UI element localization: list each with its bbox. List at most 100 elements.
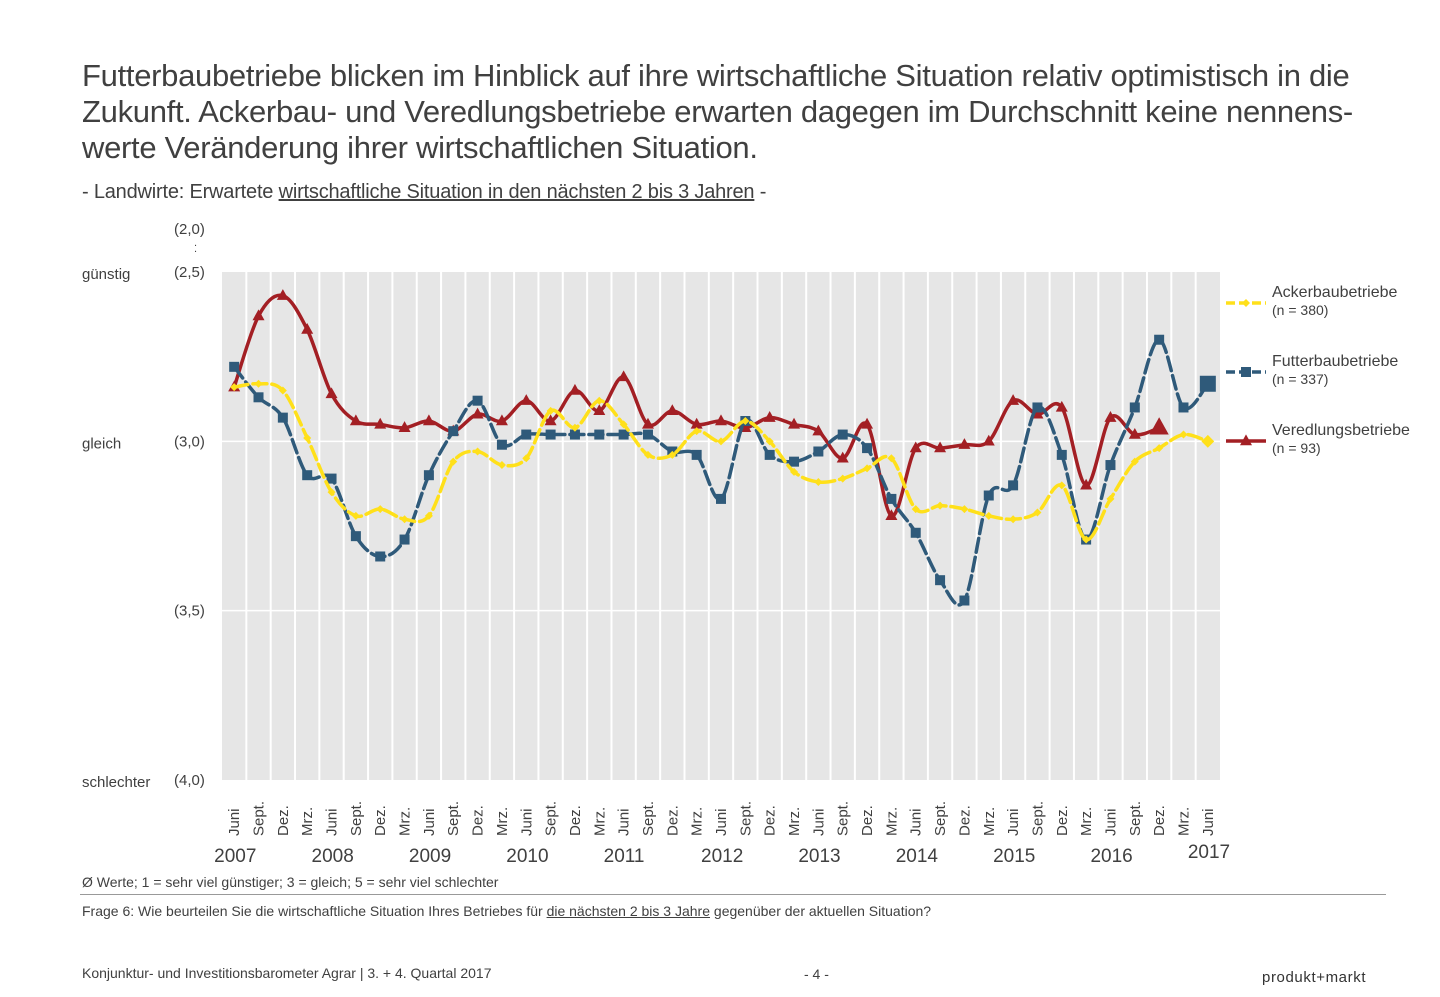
data-point-veredlungsbetriebe <box>617 370 630 382</box>
data-point-ackerbaubetriebe <box>1057 481 1066 490</box>
data-point-ackerbaubetriebe <box>449 457 458 466</box>
x-tick-label: Juni <box>908 808 925 836</box>
data-point-veredlungsbetriebe <box>715 414 727 426</box>
x-tick-label: Sept. <box>348 801 365 836</box>
data-point-veredlungsbetriebe <box>1080 478 1093 490</box>
x-tick-label: Dez. <box>275 805 292 836</box>
scale-note: Ø Werte; 1 = sehr viel günstiger; 3 = gl… <box>82 874 499 890</box>
x-tick-label: Juni <box>324 808 341 836</box>
x-tick-label: Mrz. <box>981 807 998 836</box>
x-tick-label: Juni <box>226 808 243 836</box>
data-point-ackerbaubetriebe <box>692 427 701 436</box>
data-point-veredlungsbetriebe <box>690 417 703 429</box>
data-point-veredlungsbetriebe <box>1007 394 1020 405</box>
data-point-veredlungsbetriebe <box>1055 400 1068 412</box>
data-point-veredlungsbetriebe <box>666 404 679 416</box>
x-tick-label: Dez. <box>372 805 389 836</box>
data-point-ackerbaubetriebe <box>1179 430 1188 439</box>
data-point-ackerbaubetriebe <box>765 437 774 446</box>
subtitle-underlined: wirtschaftliche Situation in den nächste… <box>278 181 755 203</box>
x-year-label: 2011 <box>604 846 645 867</box>
data-point-ackerbaubetriebe <box>741 417 750 426</box>
data-point-futterbaubetriebe <box>594 429 605 440</box>
data-point-ackerbaubetriebe <box>790 467 799 476</box>
data-point-veredlungsbetriebe <box>812 424 825 436</box>
data-point-ackerbaubetriebe <box>230 383 239 392</box>
data-point-futterbaubetriebe <box>302 470 313 481</box>
data-point-ackerbaubetriebe <box>717 437 725 446</box>
data-point-futterbaubetriebe <box>1129 402 1140 413</box>
title-line-2: Zukunft. Ackerbau- und Veredlungsbetrieb… <box>82 94 1353 129</box>
x-year-label: 2014 <box>896 846 939 867</box>
x-tick-label: Mrz. <box>786 807 803 836</box>
legend-sample-size: (n = 380) <box>1272 302 1328 318</box>
subtitle-prefix: - Landwirte: Erwartete <box>82 181 279 203</box>
data-point-futterbaubetriebe <box>1032 402 1043 413</box>
data-point-ackerbaubetriebe <box>424 511 433 520</box>
data-point-veredlungsbetriebe <box>1128 427 1141 439</box>
data-point-ackerbaubetriebe <box>497 461 506 470</box>
data-point-ackerbaubetriebe <box>570 423 579 432</box>
data-point-ackerbaubetriebe <box>838 474 847 483</box>
data-point-futterbaubetriebe <box>691 449 702 460</box>
x-tick-label: Sept. <box>1029 801 1046 836</box>
title-line-1: Futterbaubetriebe blicken im Hinblick au… <box>82 58 1350 93</box>
data-point-veredlungsbetriebe <box>276 289 289 300</box>
data-point-veredlungsbetriebe <box>520 394 533 405</box>
data-point-futterbaubetriebe <box>350 531 361 542</box>
x-tick-label: Sept. <box>1127 801 1144 836</box>
data-point-ackerbaubetriebe <box>1155 444 1164 453</box>
brand-logo: produkt+markt <box>1262 969 1367 986</box>
x-tick-label: Mrz. <box>299 807 316 836</box>
y-tick-label: (3,0) <box>174 433 205 450</box>
data-point-futterbaubetriebe <box>1199 375 1216 392</box>
x-year-label: 2009 <box>409 846 451 867</box>
x-tick-label: Mrz. <box>397 807 414 836</box>
data-point-futterbaubetriebe <box>789 456 800 467</box>
data-point-futterbaubetriebe <box>253 392 264 403</box>
x-tick-label: Dez. <box>859 805 876 836</box>
data-point-veredlungsbetriebe <box>861 417 874 429</box>
legend-marker-futterbaubetriebe <box>1241 367 1251 377</box>
data-point-futterbaubetriebe <box>618 429 629 440</box>
data-point-ackerbaubetriebe <box>254 379 263 388</box>
data-point-ackerbaubetriebe <box>595 396 604 405</box>
page-number: - 4 - <box>804 966 829 982</box>
data-point-ackerbaubetriebe <box>546 406 555 415</box>
data-point-futterbaubetriebe <box>764 449 775 460</box>
x-tick-label: Sept. <box>835 801 852 836</box>
line-chart: (2,0).. (2,5) günstig (3,0) gleich (3,5) (4,0)… <box>82 221 1410 867</box>
data-point-veredlungsbetriebe <box>301 322 314 334</box>
x-tick-label: Mrz. <box>883 807 900 836</box>
subtitle-suffix: - <box>754 181 767 203</box>
data-point-veredlungsbetriebe <box>544 414 557 426</box>
axis-break-dots: . <box>194 243 197 255</box>
data-point-ackerbaubetriebe <box>1106 494 1115 503</box>
data-point-veredlungsbetriebe <box>885 509 898 521</box>
legend-label: Ackerbaubetriebe <box>1272 284 1398 301</box>
x-tick-label: Juni <box>518 808 535 836</box>
data-point-futterbaubetriebe <box>959 595 970 606</box>
legend-sample-size: (n = 93) <box>1272 440 1321 456</box>
data-point-ackerbaubetriebe <box>936 501 945 510</box>
data-point-veredlungsbetriebe <box>593 404 606 416</box>
data-point-futterbaubetriebe <box>545 429 556 440</box>
axis-break-dots: . <box>194 237 197 249</box>
x-tick-label: Mrz. <box>689 807 706 836</box>
title-line-3: werte Veränderung ihrer wirtschaftlichen… <box>82 130 758 165</box>
x-tick-label: Dez. <box>664 805 681 836</box>
x-tick-label: Juni <box>1005 808 1022 836</box>
data-point-futterbaubetriebe <box>399 534 410 545</box>
y-tick-label: (3,5) <box>174 603 205 620</box>
data-point-ackerbaubetriebe <box>619 420 628 429</box>
data-point-veredlungsbetriebe <box>495 414 508 426</box>
data-point-veredlungsbetriebe <box>374 417 387 429</box>
y-category-label: gleich <box>82 435 121 452</box>
data-point-ackerbaubetriebe <box>522 454 531 463</box>
data-point-ackerbaubetriebe <box>473 447 482 456</box>
data-point-futterbaubetriebe <box>813 446 824 457</box>
data-point-futterbaubetriebe <box>1105 460 1116 471</box>
x-tick-label: Mrz. <box>591 807 608 836</box>
data-point-ackerbaubetriebe <box>911 505 920 514</box>
data-point-veredlungsbetriebe <box>349 414 362 426</box>
